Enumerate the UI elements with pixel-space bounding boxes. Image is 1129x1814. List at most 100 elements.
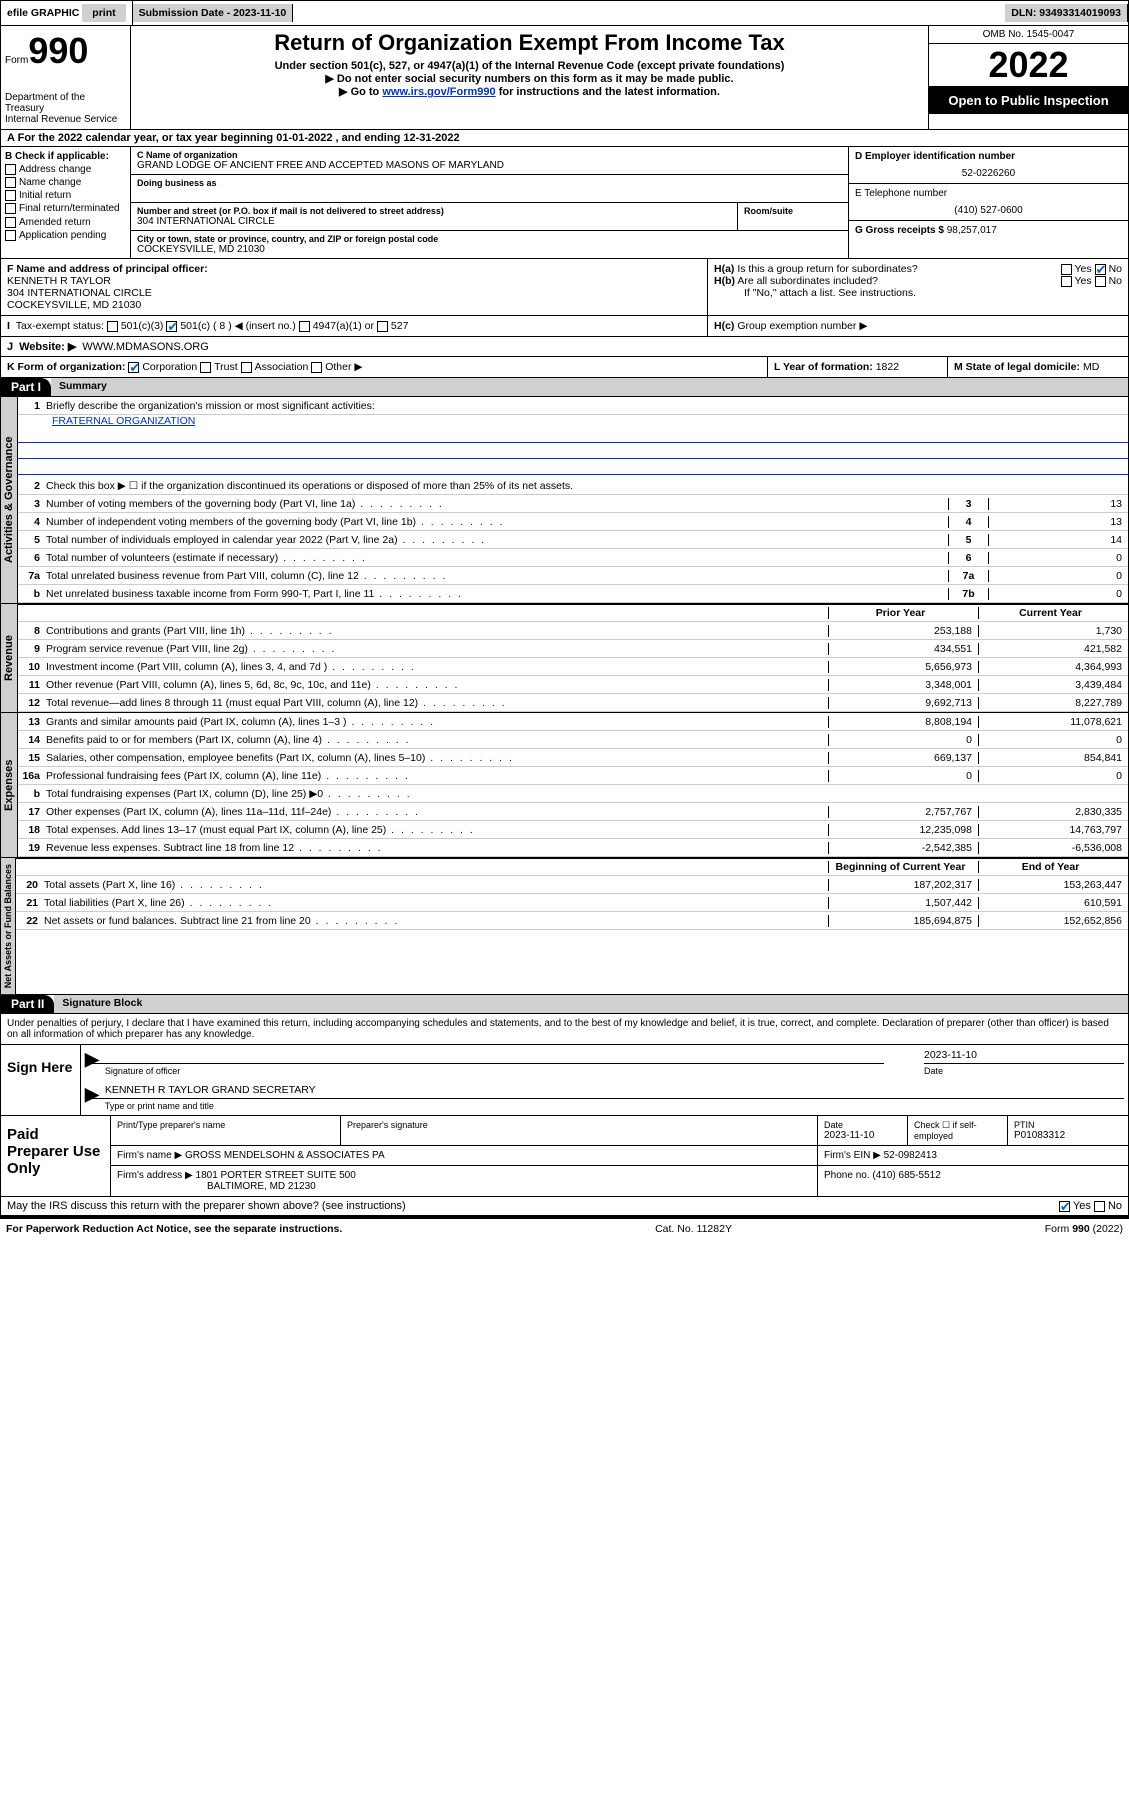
form-label: Form [5,55,28,66]
table-row: 18Total expenses. Add lines 13–17 (must … [18,821,1128,839]
part2-header: Part II Signature Block [0,995,1129,1014]
table-row: bNet unrelated business taxable income f… [18,585,1128,603]
checkbox-ha-yes[interactable] [1061,264,1072,275]
form-subtitle-2: Do not enter social security numbers on … [139,72,920,85]
checkbox-501c3[interactable] [107,321,118,332]
checkbox-hb-yes[interactable] [1061,276,1072,287]
firm-address: 1801 PORTER STREET SUITE 500 [196,1170,356,1181]
paid-preparer: Paid Preparer Use Only Print/Type prepar… [0,1116,1129,1197]
submission-date: Submission Date - 2023-11-10 [133,4,294,22]
omb-number: OMB No. 1545-0047 [929,26,1128,44]
form-header: Form990 Department of the Treasury Inter… [0,26,1129,130]
part1-netassets: Net Assets or Fund Balances Beginning of… [0,858,1129,995]
table-row: 14Benefits paid to or for members (Part … [18,731,1128,749]
year-formation: 1822 [876,361,899,373]
discuss-row: May the IRS discuss this return with the… [0,1197,1129,1217]
row-i-hc: I Tax-exempt status: 501(c)(3) 501(c) ( … [0,316,1129,337]
sign-date: 2023-11-10 [924,1049,1124,1061]
part1-expenses: Expenses 13Grants and similar amounts pa… [0,713,1129,858]
checkbox-application-pending[interactable] [5,230,16,241]
part1-activities: Activities & Governance 1Briefly describ… [0,397,1129,604]
sign-here: Sign Here ▶ Signature of officer 2023-11… [0,1045,1129,1116]
ein: 52-0226260 [855,168,1122,179]
form-subtitle-1: Under section 501(c), 527, or 4947(a)(1)… [139,60,920,72]
row-k-l-m: K Form of organization: Corporation Trus… [0,357,1129,378]
table-row: 16aProfessional fundraising fees (Part I… [18,767,1128,785]
firm-phone: (410) 685-5512 [872,1170,940,1181]
checkbox-other[interactable] [311,362,322,373]
telephone: (410) 527-0600 [855,205,1122,216]
ptin: P01083312 [1014,1130,1122,1141]
irs-label: Internal Revenue Service [5,114,126,125]
dln: DLN: 93493314019093 [1005,4,1128,22]
checkbox-hb-no[interactable] [1095,276,1106,287]
form-subtitle-3: Go to www.irs.gov/Form990 for instructio… [139,85,920,98]
table-row: 15Salaries, other compensation, employee… [18,749,1128,767]
firm-name: GROSS MENDELSOHN & ASSOCIATES PA [185,1150,385,1161]
table-row: 22Net assets or fund balances. Subtract … [16,912,1128,930]
checkbox-527[interactable] [377,321,388,332]
irs-link[interactable]: www.irs.gov/Form990 [382,86,495,98]
website: WWW.MDMASONS.ORG [82,341,209,353]
tab-expenses: Expenses [1,713,18,857]
table-row: 12Total revenue—add lines 8 through 11 (… [18,694,1128,712]
tab-revenue: Revenue [1,604,18,712]
mission-text: FRATERNAL ORGANIZATION [52,415,195,427]
page-footer: For Paperwork Reduction Act Notice, see … [0,1217,1129,1239]
checkbox-501c[interactable] [166,321,177,332]
checkbox-ha-no[interactable] [1095,264,1106,275]
table-row: 20Total assets (Part X, line 16) 187,202… [16,876,1128,894]
officer-name: KENNETH R TAYLOR [7,275,701,287]
firm-ein: 52-0982413 [884,1150,937,1161]
checkbox-amended-return[interactable] [5,217,16,228]
checkbox-trust[interactable] [200,362,211,373]
checkbox-4947[interactable] [299,321,310,332]
table-row: 10Investment income (Part VIII, column (… [18,658,1128,676]
section-b-thru-g: B Check if applicable: Address change Na… [0,147,1129,259]
checkbox-discuss-yes[interactable] [1059,1201,1070,1212]
dept-label: Department of the Treasury [5,92,126,114]
col-b: B Check if applicable: Address change Na… [1,147,131,258]
row-f-h: F Name and address of principal officer:… [0,259,1129,316]
tab-netassets: Net Assets or Fund Balances [1,858,16,994]
city-state-zip: COCKEYSVILLE, MD 21030 [137,244,842,255]
table-row: 7aTotal unrelated business revenue from … [18,567,1128,585]
table-row: bTotal fundraising expenses (Part IX, co… [18,785,1128,803]
part1-header: Part I Summary [0,378,1129,397]
table-row: 8Contributions and grants (Part VIII, li… [18,622,1128,640]
col-d-thru-g: D Employer identification number52-02262… [848,147,1128,258]
col-c: C Name of organizationGRAND LODGE OF ANC… [131,147,848,258]
form-number: 990 [28,30,88,71]
sign-arrow-icon: ▶ [85,1049,99,1070]
table-row: 13Grants and similar amounts paid (Part … [18,713,1128,731]
print-button[interactable]: print [82,4,125,22]
table-row: 21Total liabilities (Part X, line 26) 1,… [16,894,1128,912]
row-j: J Website: ▶ WWW.MDMASONS.ORG [0,337,1129,357]
checkbox-discuss-no[interactable] [1094,1201,1105,1212]
table-row: 5Total number of individuals employed in… [18,531,1128,549]
tax-year: 2022 [929,44,1128,87]
checkbox-name-change[interactable] [5,177,16,188]
checkbox-corporation[interactable] [128,362,139,373]
checkbox-association[interactable] [241,362,252,373]
checkbox-initial-return[interactable] [5,190,16,201]
efile-label: efile GRAPHIC print [1,1,133,25]
top-bar: efile GRAPHIC print Submission Date - 20… [0,0,1129,26]
table-row: 6Total number of volunteers (estimate if… [18,549,1128,567]
table-row: 17Other expenses (Part IX, column (A), l… [18,803,1128,821]
state-domicile: MD [1083,361,1099,373]
gross-receipts: 98,257,017 [947,225,997,236]
form-title: Return of Organization Exempt From Incom… [139,30,920,56]
org-name: GRAND LODGE OF ANCIENT FREE AND ACCEPTED… [137,160,842,171]
name-arrow-icon: ▶ [85,1084,99,1105]
street-address: 304 INTERNATIONAL CIRCLE [137,216,731,227]
part1-revenue: Revenue Prior YearCurrent Year 8Contribu… [0,604,1129,713]
table-row: 19Revenue less expenses. Subtract line 1… [18,839,1128,857]
checkbox-address-change[interactable] [5,164,16,175]
open-to-public: Open to Public Inspection [929,87,1128,114]
officer-name-title: KENNETH R TAYLOR GRAND SECRETARY [85,1084,1124,1096]
tab-activities: Activities & Governance [1,397,18,603]
perjury-declaration: Under penalties of perjury, I declare th… [0,1014,1129,1045]
checkbox-final-return[interactable] [5,203,16,214]
row-a: A For the 2022 calendar year, or tax yea… [0,130,1129,147]
